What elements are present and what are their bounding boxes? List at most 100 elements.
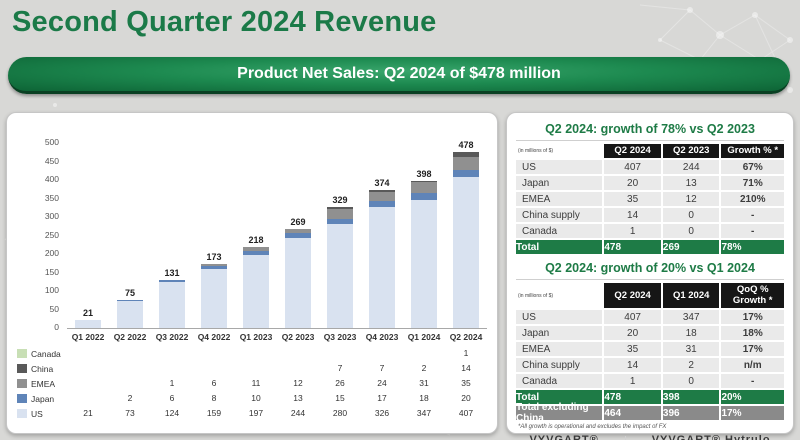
y-axis-tick: 50	[49, 303, 59, 314]
bar-total-label: 218	[248, 235, 264, 246]
bar-column: 218	[235, 123, 277, 328]
series-value-cell	[361, 346, 403, 361]
row-label: China supply	[516, 358, 603, 373]
series-value-cell: 2	[421, 363, 427, 373]
total-row-label: Total excluding China	[516, 402, 603, 424]
logo-divider	[624, 436, 626, 440]
series-value-cell: 35	[461, 378, 471, 388]
row-value: -	[721, 208, 784, 223]
bar-total-label: 478	[458, 139, 474, 150]
bar-segment-us	[243, 255, 269, 328]
row-label: Japan	[516, 176, 603, 191]
bar-segment-japan	[453, 170, 479, 178]
series-value-cell	[67, 346, 109, 361]
row-value: -	[721, 374, 784, 389]
series-value-cell: 1	[169, 378, 175, 388]
bar-segment-japan	[369, 201, 395, 208]
series-value-cell: 6	[169, 393, 175, 403]
legend-swatch-icon	[17, 409, 27, 418]
series-value-cell: 159	[206, 408, 222, 418]
series-value-cell: 20	[461, 393, 471, 403]
bar-total-label: 374	[374, 177, 390, 188]
legend-swatch-icon	[17, 394, 27, 403]
yoy-growth-table-section: Q2 2024: growth of 78% vs Q2 2023 (in mi…	[516, 119, 784, 255]
bar-stack	[117, 300, 143, 328]
bar-column: 269	[277, 123, 319, 328]
series-value-cell: 244	[290, 408, 306, 418]
series-value-cell	[277, 346, 319, 361]
row-label: Canada	[516, 224, 603, 239]
net-sales-banner: Product Net Sales: Q2 2024 of $478 milli…	[8, 57, 790, 94]
row-value: n/m	[721, 358, 784, 373]
x-axis-label: Q1 2024	[403, 328, 445, 346]
series-value-cell: 17	[377, 393, 387, 403]
bar-segment-emea	[201, 264, 227, 267]
series-value-cell: 347	[416, 408, 432, 418]
total-row-value: 78%	[721, 240, 784, 255]
total-row-label: Total	[516, 390, 603, 405]
series-value-cell: 14	[461, 363, 471, 373]
series-value-cell	[277, 361, 319, 376]
series-value-cell: 21	[83, 408, 93, 418]
series-value-cell	[235, 346, 277, 361]
bar-column: 131	[151, 123, 193, 328]
column-header: Growth % *	[721, 144, 784, 159]
row-value: 14	[604, 358, 661, 373]
series-value-cell	[109, 376, 151, 391]
row-value: 12	[662, 192, 720, 207]
bar-segment-us	[75, 320, 101, 328]
row-value: 35	[604, 342, 661, 357]
bar-segment-japan	[285, 232, 311, 238]
row-value: 407	[604, 160, 661, 175]
bar-segment-us	[411, 199, 437, 328]
legend-label: China	[31, 363, 54, 374]
row-value: 347	[662, 310, 720, 325]
x-axis-label: Q4 2022	[193, 328, 235, 346]
bar-stack	[453, 151, 479, 328]
series-value-cell: 12	[293, 378, 303, 388]
row-value: 244	[662, 160, 720, 175]
bar-stack	[285, 228, 311, 328]
legend-label: Japan	[31, 393, 55, 404]
total-row-value: 20%	[721, 390, 784, 405]
row-value: -	[721, 224, 784, 239]
column-header: Q2 2024	[604, 144, 661, 159]
row-value: 13	[662, 176, 720, 191]
legend-key-us: US	[13, 406, 67, 421]
row-value: 0	[662, 374, 720, 389]
row-value: 67%	[721, 160, 784, 175]
series-value-cell: 10	[251, 393, 261, 403]
bar-segment-japan	[117, 300, 143, 301]
series-value-cell	[67, 361, 109, 376]
row-value: 20	[604, 176, 661, 191]
series-value-cell	[193, 361, 235, 376]
legend-swatch-icon	[17, 379, 27, 388]
bar-segment-emea	[285, 228, 311, 233]
series-value-cell	[109, 361, 151, 376]
row-label: EMEA	[516, 192, 603, 207]
series-value-cell: 6	[211, 378, 217, 388]
y-axis-tick: 250	[44, 229, 59, 240]
row-value: 71%	[721, 176, 784, 191]
bar-column: 398	[403, 123, 445, 328]
row-label: China supply	[516, 208, 603, 223]
bar-segment-emea	[453, 157, 479, 171]
row-value: 18%	[721, 326, 784, 341]
bar-stack	[159, 279, 185, 328]
legend-key-china: China	[13, 361, 67, 376]
legend-swatch-icon	[17, 364, 27, 373]
row-value: 35	[604, 192, 661, 207]
legend-swatch-icon	[17, 349, 27, 358]
row-value: 1	[604, 374, 661, 389]
bar-segment-us	[117, 301, 143, 328]
bar-total-label: 173	[206, 252, 222, 262]
x-axis-label: Q3 2022	[151, 328, 193, 346]
row-value: 17%	[721, 310, 784, 325]
series-value-cell	[319, 346, 361, 361]
x-axis-label: Q2 2024	[445, 328, 487, 346]
bar-segment-emea	[327, 209, 353, 219]
row-value: 1	[604, 224, 661, 239]
bar-segment-emea	[369, 192, 395, 202]
bar-column: 374	[361, 123, 403, 328]
yoy-growth-table: (in millions of $) Q2 2024 Q2 2023 Growth %…	[516, 144, 784, 255]
